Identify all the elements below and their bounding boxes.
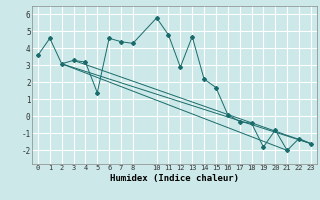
X-axis label: Humidex (Indice chaleur): Humidex (Indice chaleur)	[110, 174, 239, 183]
